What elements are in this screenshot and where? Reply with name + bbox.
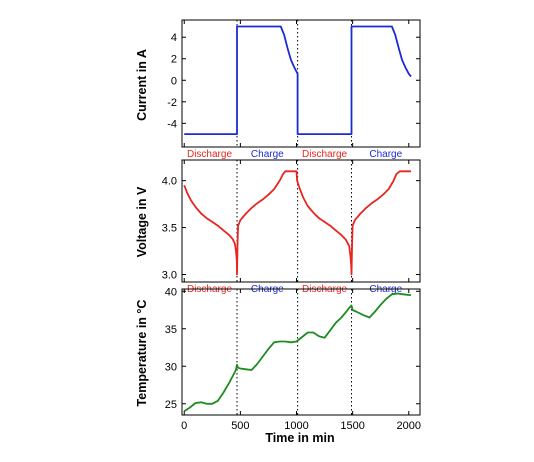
- current-ytick-label-1: -2: [167, 97, 177, 109]
- time-xtick-label-2: 1000: [284, 420, 308, 432]
- time-axis-title: Time in min: [265, 431, 334, 445]
- current-ytick-label-3: 2: [171, 54, 177, 66]
- current-plot-frame: [181, 19, 421, 148]
- time-xtick-label-0: 0: [181, 420, 187, 432]
- time-xtick-label-1: 500: [231, 420, 249, 432]
- temperature-panel: Temperature in °C Time in min 25 30 35 40 0 5…: [135, 286, 421, 445]
- current-phase-label-0: Discharge: [187, 149, 232, 160]
- current-phase-label-2: Discharge: [302, 149, 347, 160]
- temperature-ytick-label-0: 25: [165, 399, 177, 411]
- voltage-axis-title: Voltage in V: [135, 186, 149, 257]
- current-axis-title: Current in A: [135, 49, 149, 121]
- current-ytick-label-4: 4: [171, 32, 177, 44]
- temperature-axis-title: Temperature in °C: [135, 300, 149, 407]
- current-ytick-label-2: 0: [171, 75, 177, 87]
- current-phase-label-1: Charge: [251, 149, 284, 160]
- temperature-ytick-label-2: 35: [165, 324, 177, 336]
- current-ytick-label-0: -4: [167, 118, 177, 130]
- voltage-series-line-0: [183, 170, 411, 276]
- voltage-plot-frame: [181, 159, 421, 283]
- temperature-plot-frame: [181, 288, 421, 416]
- time-xtick-label-4: 2000: [397, 420, 421, 432]
- current-phase-label-3: Charge: [369, 149, 402, 160]
- time-xtick-label-3: 1500: [340, 420, 364, 432]
- temperature-ytick-label-3: 40: [165, 286, 177, 298]
- current-panel: Current in A -4 -2 0 2 4 Discharge Charge Disch…: [135, 19, 421, 160]
- voltage-ytick-label-2: 4.0: [162, 176, 177, 188]
- voltage-ytick-label-1: 3.5: [162, 223, 177, 235]
- temperature-ytick-label-1: 30: [165, 361, 177, 373]
- temperature-series-line-0: [183, 292, 411, 413]
- current-series-line-0: [184, 25, 412, 136]
- voltage-ytick-label-0: 3.0: [162, 269, 177, 281]
